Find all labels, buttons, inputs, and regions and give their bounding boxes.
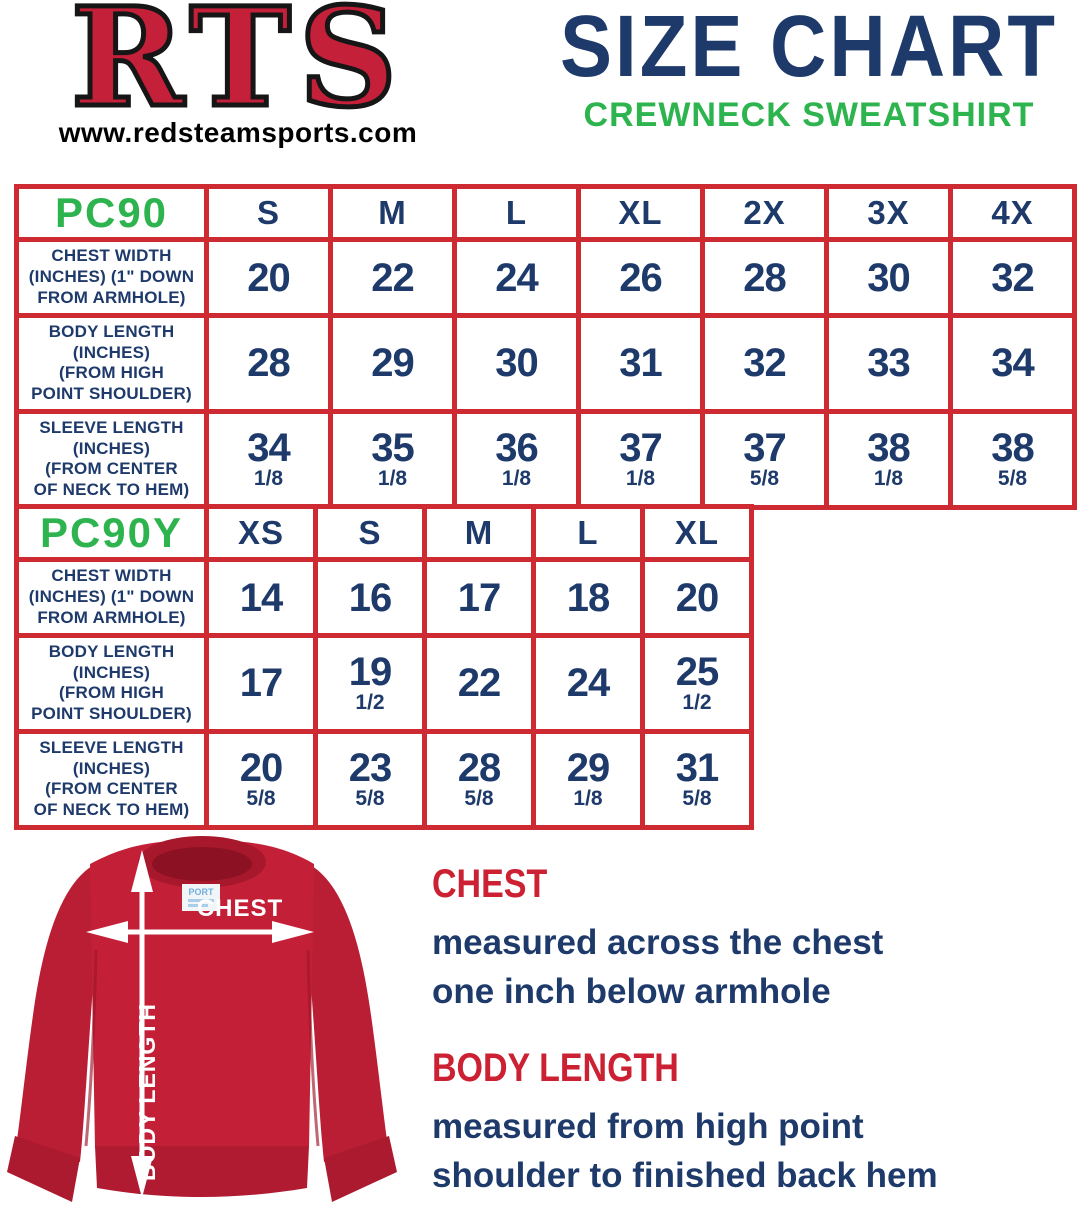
size-column-header: L bbox=[531, 504, 645, 562]
chest-legend-line: one inch below armhole bbox=[432, 972, 831, 1011]
size-value-cell: 19 1/2 bbox=[313, 633, 427, 734]
size-value-cell: 28 5/8 bbox=[422, 728, 536, 830]
body-length-legend-group: BODY LENGTH measured from high point sho… bbox=[432, 1048, 1082, 1200]
size-value-cell: 28 bbox=[700, 237, 829, 318]
body-length-legend-line: shoulder to finished back hem bbox=[432, 1156, 938, 1195]
size-value-cell: 20 bbox=[204, 237, 333, 318]
size-value-cell: 37 5/8 bbox=[700, 408, 829, 510]
table-id-label: PC90Y bbox=[14, 504, 209, 562]
size-value-cell: 29 1/8 bbox=[531, 728, 645, 830]
size-value-cell: 23 5/8 bbox=[313, 728, 427, 830]
size-value-cell: 26 bbox=[576, 237, 705, 318]
size-column-header: M bbox=[422, 504, 536, 562]
size-value-cell: 30 bbox=[452, 313, 581, 414]
size-column-header: XL bbox=[640, 504, 754, 562]
neck-tag-text: PORT bbox=[188, 887, 214, 897]
chest-legend-group: CHEST measured across the chest one inch… bbox=[432, 864, 1082, 1016]
size-value-cell: 32 bbox=[700, 313, 829, 414]
size-value-cell: 36 1/8 bbox=[452, 408, 581, 510]
left-cuff bbox=[7, 1136, 80, 1202]
youth-size-table-wrap: PC90Y XS S M L XL CHEST WIDTH (INCHES) (1" DOWN… bbox=[14, 504, 754, 830]
size-value-cell: 31 5/8 bbox=[640, 728, 754, 830]
size-column-header: XL bbox=[576, 184, 705, 242]
page-subtitle: CREWNECK SWEATSHIRT bbox=[583, 96, 1035, 134]
size-value-cell: 35 1/8 bbox=[328, 408, 457, 510]
measurement-legend: CHEST measured across the chest one inch… bbox=[432, 864, 1082, 1200]
size-value-cell: 37 1/8 bbox=[576, 408, 705, 510]
size-value-cell: 31 bbox=[576, 313, 705, 414]
body-length-arrow-label: BODY LENGTH bbox=[134, 1003, 160, 1181]
size-column-header: 2X bbox=[700, 184, 829, 242]
size-value-cell: 32 bbox=[948, 237, 1077, 318]
right-cuff bbox=[324, 1136, 397, 1202]
size-table-pc90: PC90 S M L XL 2X 3X 4X CHEST WIDTH (INCHES) (1" D… bbox=[14, 184, 1077, 510]
size-value-cell: 33 bbox=[824, 313, 953, 414]
website-url: www.redsteamsports.com bbox=[58, 116, 418, 148]
measurement-row-label: BODY LENGTH (INCHES) (FROM HIGH POINT SHOUL… bbox=[14, 313, 209, 414]
style-number: PC90 bbox=[54, 189, 169, 236]
neck-tag-line bbox=[188, 899, 214, 902]
size-value-cell: 28 bbox=[204, 313, 333, 414]
measurement-row-label: SLEEVE LENGTH (INCHES) (FROM CENTER OF NECK… bbox=[14, 408, 209, 510]
size-value-cell: 22 bbox=[328, 237, 457, 318]
chest-arrow bbox=[86, 921, 314, 943]
size-value-cell: 22 bbox=[422, 633, 536, 734]
size-value-cell: 38 1/8 bbox=[824, 408, 953, 510]
size-value-cell: 34 bbox=[948, 313, 1077, 414]
size-value-cell: 38 5/8 bbox=[948, 408, 1077, 510]
chest-arrow-label: CHEST bbox=[197, 895, 283, 922]
size-value-cell: 20 bbox=[640, 557, 754, 638]
size-value-cell: 18 bbox=[531, 557, 645, 638]
sweatshirt-diagram: PORT CHEST BODY LENGTH bbox=[7, 836, 397, 1202]
measurement-guide-section: PORT CHEST BODY LENGTH CHEST measured ac… bbox=[0, 800, 1089, 1226]
chest-legend-heading: CHEST bbox=[432, 862, 548, 906]
size-value-cell: 16 bbox=[313, 557, 427, 638]
table-id-label: PC90 bbox=[14, 184, 209, 242]
measurement-row-label: SLEEVE LENGTH (INCHES) (FROM CENTER OF NECK… bbox=[14, 728, 209, 830]
size-column-header: 4X bbox=[948, 184, 1077, 242]
adult-size-table-wrap: PC90 S M L XL 2X 3X 4X CHEST WIDTH (INCHES) (1" D… bbox=[14, 184, 1077, 510]
size-value-cell: 24 bbox=[452, 237, 581, 318]
title-block: SIZE CHART CREWNECK SWEATSHIRT bbox=[529, 2, 1089, 135]
size-column-header: L bbox=[452, 184, 581, 242]
measurement-row-label: CHEST WIDTH (INCHES) (1" DOWN FROM ARMHOLE… bbox=[14, 237, 209, 318]
size-column-header: S bbox=[204, 184, 333, 242]
size-value-cell: 24 bbox=[531, 633, 645, 734]
size-value-cell: 34 1/8 bbox=[204, 408, 333, 510]
body-length-legend-heading: BODY LENGTH bbox=[432, 1046, 679, 1090]
torso bbox=[90, 840, 314, 1159]
measurement-row-label: CHEST WIDTH (INCHES) (1" DOWN FROM ARMHOLE… bbox=[14, 557, 209, 638]
waistband bbox=[95, 1146, 309, 1197]
right-seam bbox=[306, 949, 320, 1147]
size-column-header: S bbox=[313, 504, 427, 562]
chest-legend-line: measured across the chest bbox=[432, 923, 884, 962]
size-value-cell: 17 bbox=[422, 557, 536, 638]
size-value-cell: 20 5/8 bbox=[204, 728, 318, 830]
size-column-header: 3X bbox=[824, 184, 953, 242]
size-value-cell: 14 bbox=[204, 557, 318, 638]
size-column-header: M bbox=[328, 184, 457, 242]
size-value-cell: 25 1/2 bbox=[640, 633, 754, 734]
collar-opening bbox=[152, 847, 252, 881]
logo-block: RTS www.redsteamsports.com bbox=[52, 0, 424, 149]
left-sleeve bbox=[17, 866, 96, 1162]
page-title: SIZE CHART bbox=[560, 0, 1058, 95]
body-length-legend-line: measured from high point bbox=[432, 1107, 864, 1146]
size-column-header: XS bbox=[204, 504, 318, 562]
size-value-cell: 29 bbox=[328, 313, 457, 414]
style-number: PC90Y bbox=[39, 509, 184, 556]
size-table-pc90y: PC90Y XS S M L XL CHEST WIDTH (INCHES) (1" DOWN… bbox=[14, 504, 754, 830]
size-value-cell: 30 bbox=[824, 237, 953, 318]
size-value-cell: 17 bbox=[204, 633, 318, 734]
neck-tag-line bbox=[188, 904, 208, 907]
right-sleeve bbox=[308, 866, 387, 1162]
rts-logo: RTS bbox=[68, 0, 406, 138]
measurement-row-label: BODY LENGTH (INCHES) (FROM HIGH POINT SHOUL… bbox=[14, 633, 209, 734]
left-seam bbox=[84, 949, 98, 1147]
